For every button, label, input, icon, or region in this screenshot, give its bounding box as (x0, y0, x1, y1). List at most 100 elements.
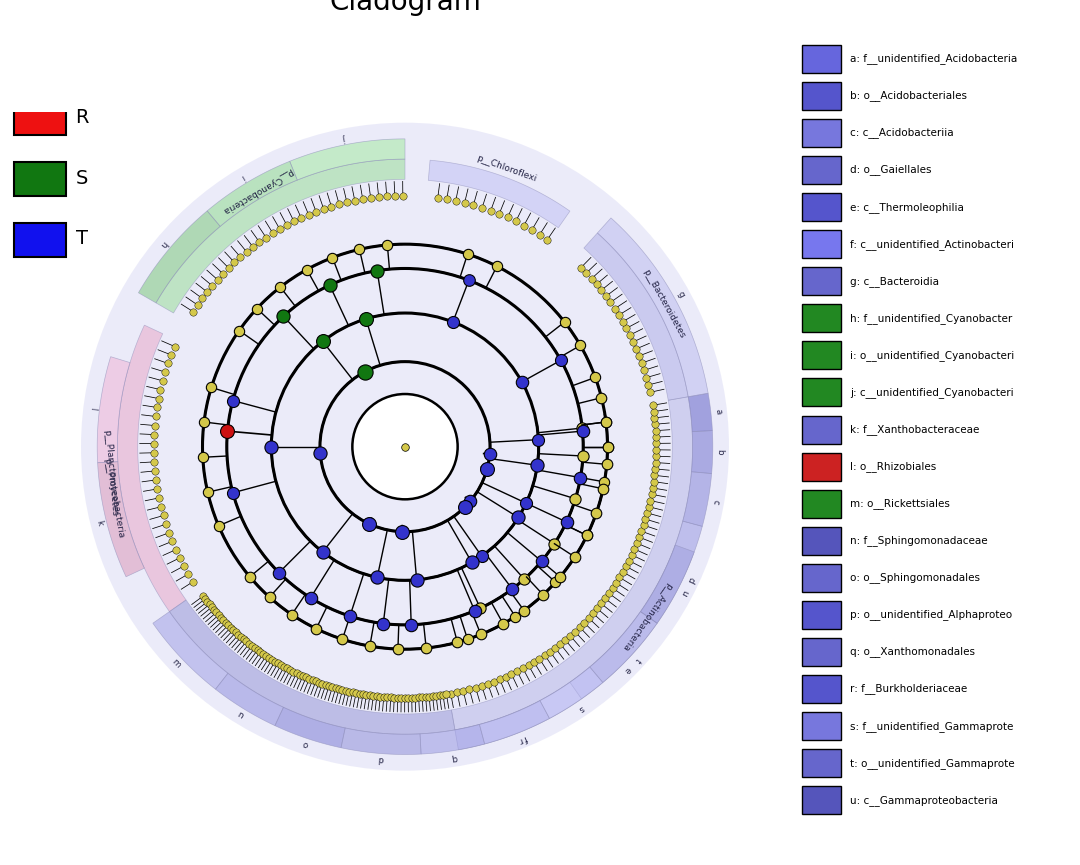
Text: g: g (675, 289, 686, 298)
Point (618, 322, 635, 336)
Point (260, 650, 278, 664)
Text: s: s (577, 703, 585, 713)
Point (531, 652, 549, 666)
Polygon shape (455, 682, 581, 750)
FancyBboxPatch shape (802, 749, 841, 777)
Point (217, 616, 234, 630)
Polygon shape (480, 701, 550, 744)
Point (539, 233, 556, 247)
Text: h: f__unidentified_Cyanobacter: h: f__unidentified_Cyanobacter (850, 313, 1012, 324)
Polygon shape (590, 612, 657, 682)
Point (269, 657, 286, 670)
Point (473, 679, 490, 693)
Point (166, 340, 184, 354)
Point (625, 542, 643, 556)
Point (389, 691, 406, 705)
Point (150, 491, 167, 505)
Point (418, 641, 435, 655)
Point (448, 685, 465, 699)
Polygon shape (451, 397, 692, 730)
Text: p__Chloroflexi: p__Chloroflexi (475, 154, 538, 184)
Point (146, 437, 163, 451)
Polygon shape (584, 233, 688, 400)
Point (285, 664, 302, 678)
FancyBboxPatch shape (802, 45, 841, 73)
Point (461, 495, 478, 509)
Point (194, 451, 212, 465)
Polygon shape (540, 667, 603, 719)
Point (148, 473, 165, 487)
Point (161, 526, 178, 540)
Point (382, 690, 400, 704)
Point (639, 378, 657, 392)
Point (180, 567, 198, 580)
Point (194, 589, 212, 603)
Point (267, 655, 284, 669)
Point (621, 328, 638, 342)
Point (624, 335, 642, 349)
Point (308, 622, 325, 636)
Point (172, 551, 189, 565)
Text: p__Cyanobacteria: p__Cyanobacteria (220, 167, 294, 215)
Point (437, 688, 455, 702)
Text: a: a (713, 408, 723, 414)
Point (495, 617, 512, 631)
Point (647, 443, 664, 457)
Point (232, 630, 249, 644)
Point (546, 641, 564, 655)
Point (146, 455, 163, 469)
Point (434, 688, 451, 702)
Point (497, 670, 514, 683)
Point (647, 424, 664, 438)
Point (241, 570, 258, 584)
Polygon shape (597, 218, 708, 397)
Text: b: b (715, 449, 725, 455)
FancyBboxPatch shape (14, 162, 66, 196)
Point (408, 573, 426, 586)
Point (472, 601, 489, 615)
Point (210, 608, 227, 622)
Point (532, 554, 550, 568)
Point (461, 682, 478, 696)
FancyBboxPatch shape (802, 675, 841, 703)
Text: l: o__Rhizobiales: l: o__Rhizobiales (850, 461, 936, 472)
FancyBboxPatch shape (14, 223, 66, 257)
Text: u: u (679, 587, 690, 597)
Point (300, 672, 318, 686)
Text: c: c__Acidobacteriia: c: c__Acidobacteriia (850, 127, 954, 138)
Polygon shape (341, 728, 421, 754)
Point (158, 517, 175, 531)
Point (396, 439, 414, 453)
Polygon shape (570, 612, 657, 699)
Point (357, 312, 375, 326)
FancyBboxPatch shape (802, 712, 841, 740)
Point (387, 189, 404, 202)
Point (604, 581, 621, 595)
Text: k: f__Xanthobacteraceae: k: f__Xanthobacteraceae (850, 424, 980, 435)
Point (480, 676, 497, 690)
Point (337, 684, 354, 698)
Point (562, 629, 579, 643)
Point (575, 449, 592, 463)
Point (348, 686, 365, 700)
Polygon shape (289, 139, 405, 180)
Polygon shape (683, 471, 712, 526)
Text: n: f__Sphingomonadaceae: n: f__Sphingomonadaceae (850, 535, 987, 546)
Point (597, 415, 615, 429)
Polygon shape (688, 394, 713, 432)
Point (514, 662, 531, 676)
Point (340, 684, 357, 698)
Point (447, 194, 464, 208)
Point (300, 208, 318, 221)
FancyBboxPatch shape (802, 527, 841, 554)
Point (193, 292, 211, 305)
Point (201, 598, 218, 612)
Text: k: k (94, 519, 105, 527)
Polygon shape (97, 356, 130, 463)
Point (354, 688, 372, 702)
Point (252, 645, 269, 659)
Point (556, 315, 573, 329)
Point (368, 264, 386, 278)
Point (379, 238, 396, 252)
Point (386, 690, 403, 704)
